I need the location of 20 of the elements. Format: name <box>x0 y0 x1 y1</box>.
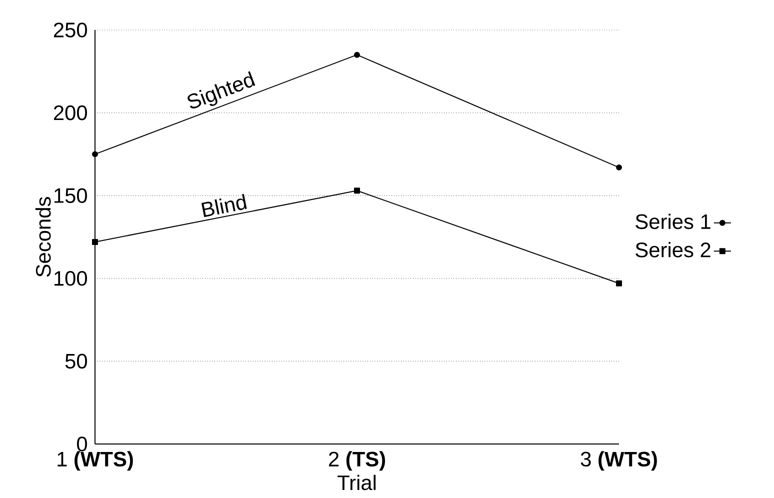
y-axis-title: Seconds <box>35 197 51 277</box>
y-tick-label: 50 <box>65 354 87 369</box>
point <box>354 188 360 194</box>
x-tick-label: 3 (WTS) <box>580 451 657 471</box>
annotation: Blind <box>201 194 247 218</box>
point <box>616 164 622 170</box>
point <box>92 238 98 245</box>
y-tick-label: 200 <box>54 105 87 120</box>
legend-label: Series 2 <box>636 242 710 258</box>
point <box>354 52 360 58</box>
point <box>92 151 98 158</box>
x-axis-title: Trial <box>338 474 376 490</box>
y-tick-label: 250 <box>54 22 87 38</box>
legend-label: Series 1 <box>636 214 710 230</box>
x-tick-label: 1 (WTS) <box>58 451 133 471</box>
point <box>616 280 622 286</box>
x-tick-label: 2 (TS) <box>328 451 386 471</box>
y-tick-label: 0 <box>77 436 88 452</box>
y-tick-label: 100 <box>54 270 87 286</box>
y-tick-label: 150 <box>54 188 87 204</box>
